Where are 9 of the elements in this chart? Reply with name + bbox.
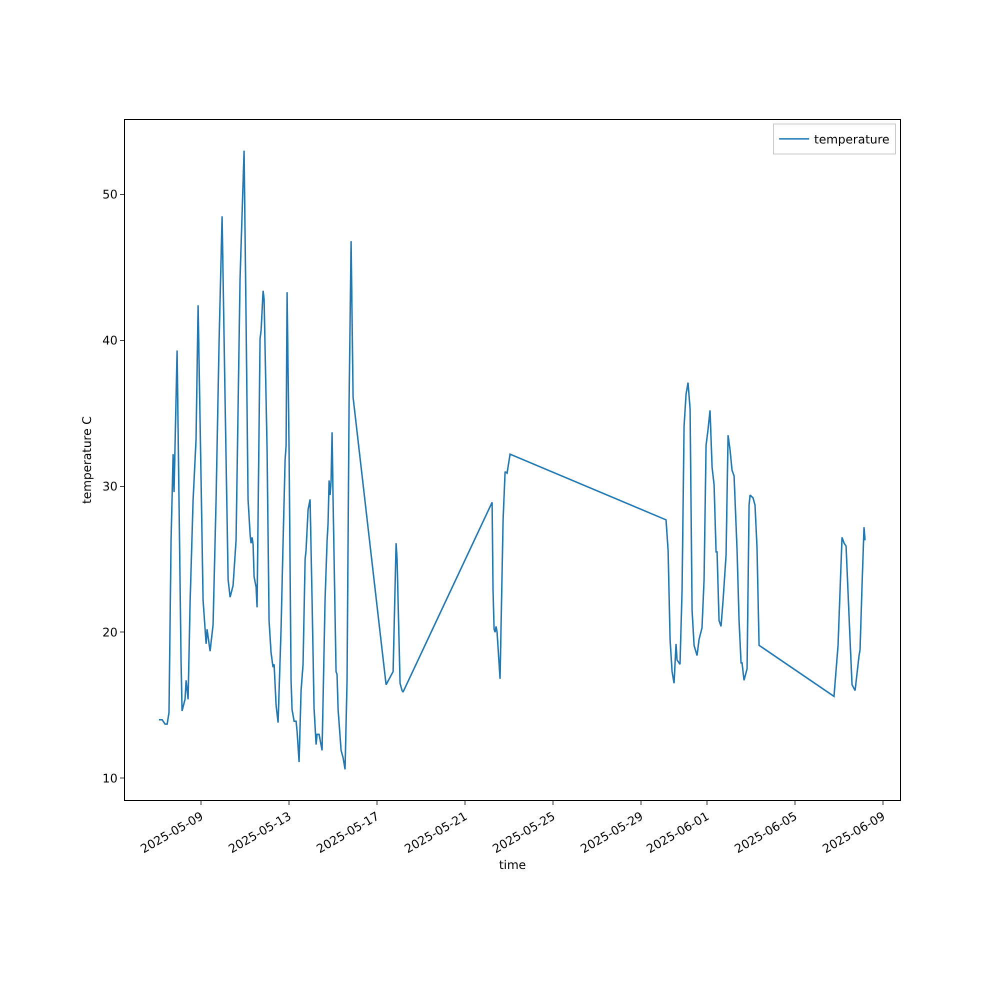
y-tick-label: 30 xyxy=(102,479,118,494)
y-tick-label: 20 xyxy=(102,625,118,640)
x-axis-title: time xyxy=(498,858,526,872)
y-tick-label: 10 xyxy=(102,771,118,786)
y-tick-label: 50 xyxy=(102,188,118,202)
legend-label: temperature xyxy=(814,132,890,147)
y-axis-title: temperature C xyxy=(80,416,94,504)
line-series xyxy=(158,150,866,770)
y-tick-label: 40 xyxy=(102,334,118,348)
